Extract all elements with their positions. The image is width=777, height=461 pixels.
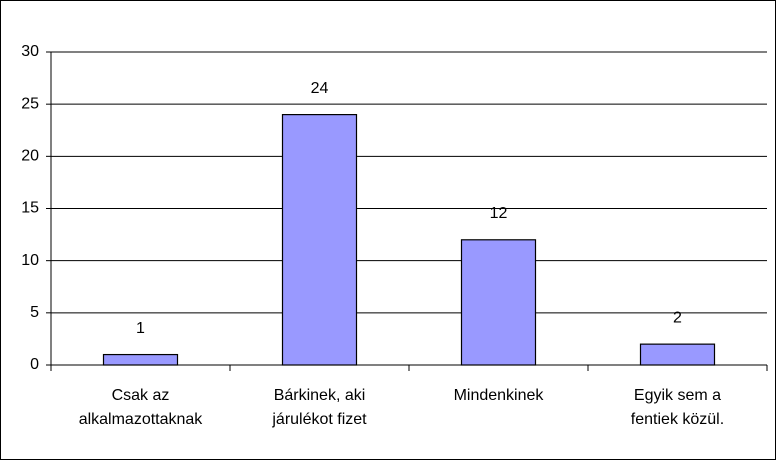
- y-tick-label: 10: [21, 252, 39, 269]
- y-tick-label: 15: [21, 200, 39, 217]
- x-tick-label: Csak az alkalmazottaknak: [78, 387, 203, 428]
- data-label: 2: [673, 309, 682, 326]
- bar: [639, 343, 716, 366]
- x-tick-label: Bárkinek, aki járulékot fizet: [272, 387, 367, 428]
- data-label: 12: [490, 205, 508, 222]
- y-tick-label: 20: [21, 148, 39, 165]
- data-label: 1: [136, 320, 145, 337]
- x-tick-label: Mindenkinek: [453, 387, 544, 404]
- bar: [460, 239, 537, 366]
- y-tick-label: 5: [30, 304, 39, 321]
- y-tick-label: 25: [21, 95, 39, 112]
- bar: [281, 113, 358, 366]
- data-label: 24: [311, 80, 329, 97]
- x-tick-label: Egyik sem a fentiek közül.: [630, 387, 725, 428]
- y-tick-label: 0: [30, 356, 39, 373]
- y-tick-label: 30: [21, 43, 39, 60]
- bar: [102, 353, 179, 366]
